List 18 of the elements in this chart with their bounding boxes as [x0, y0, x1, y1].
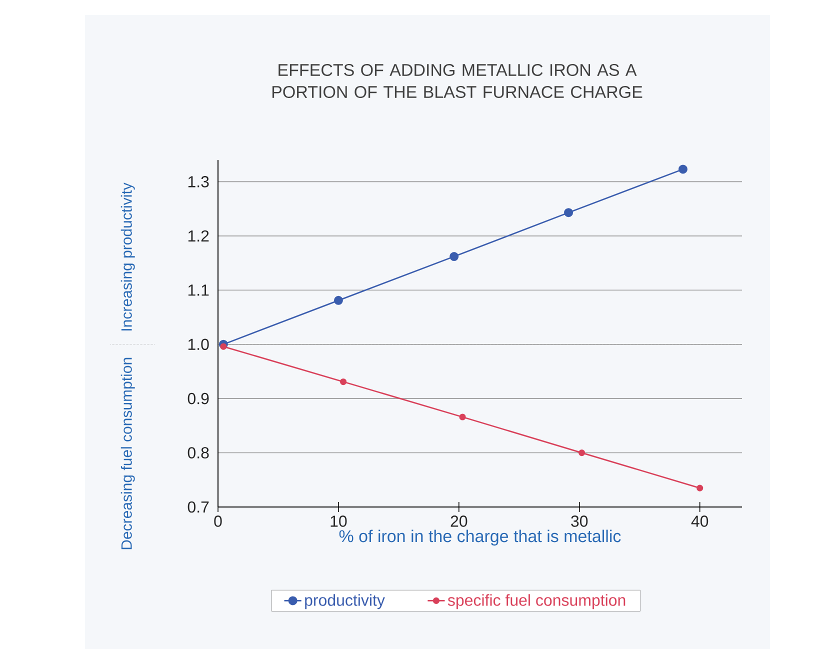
- x-tick-label: 30: [571, 516, 588, 527]
- y-tick-label: 0.8: [188, 447, 209, 458]
- x-tick-label: 10: [330, 516, 347, 527]
- x-tick-label: 0: [214, 516, 222, 527]
- text: Decreasing fuel consumption: [120, 358, 135, 550]
- legend-label: productivity: [305, 594, 385, 610]
- y-axis-title: Increasing productivity: [120, 182, 135, 330]
- y-tick-label: 1.0: [188, 338, 209, 350]
- y-tick-label: 1.2: [188, 230, 209, 242]
- y-tick-label: 1.3: [188, 176, 209, 188]
- y-tick-label: 1.1: [188, 284, 209, 296]
- chart-title: EFFECTS OF ADDING METALLIC IRON AS A PORTION OF THE BLAST FURNACE CHARGE: [272, 64, 642, 98]
- y-tick-label: 0.7: [188, 501, 209, 513]
- x-axis-title: % of iron in the charge that is metallic: [339, 530, 621, 546]
- legend-label: specific fuel consumption: [448, 594, 626, 610]
- x-tick-label: 40: [691, 516, 708, 527]
- y-tick-label: 0.9: [188, 392, 209, 404]
- x-tick-label: 20: [450, 516, 468, 527]
